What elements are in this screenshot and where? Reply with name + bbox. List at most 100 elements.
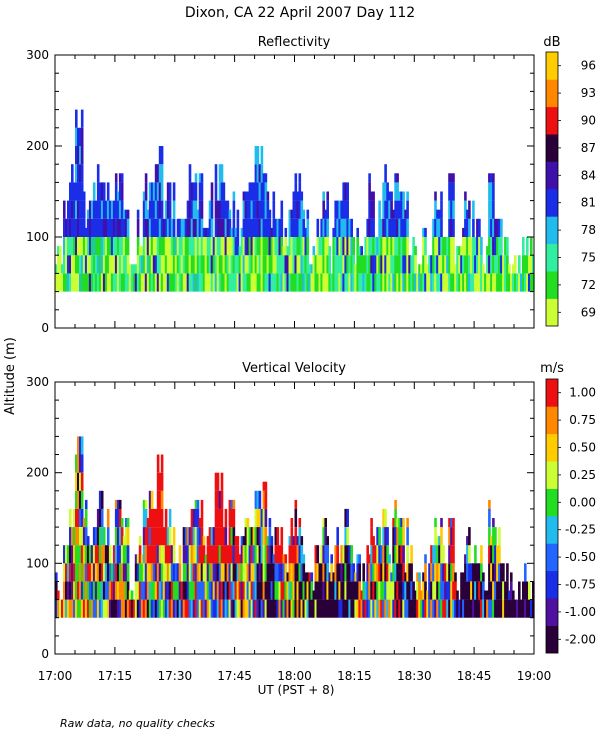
echo-cell	[328, 599, 331, 618]
echo-cell	[306, 209, 310, 219]
echo-cell	[286, 255, 290, 274]
echo-cell	[462, 599, 465, 618]
echo-cell	[142, 599, 146, 618]
echo-cell	[116, 499, 120, 509]
velocity-title: Vertical Velocity	[242, 361, 346, 376]
echo-cell	[106, 581, 110, 600]
echo-cell	[310, 572, 314, 582]
echo-cell	[210, 599, 214, 618]
echo-cell	[77, 527, 80, 546]
echo-cell	[202, 227, 206, 237]
echo-cell	[100, 255, 104, 274]
echo-cell	[248, 545, 252, 564]
echo-cell	[380, 237, 383, 256]
echo-cell	[406, 218, 409, 237]
echo-cell	[214, 200, 218, 219]
echo-cell	[488, 200, 491, 219]
colorbar-label: 96	[581, 59, 596, 73]
echo-cell	[244, 273, 248, 292]
echo-cell	[196, 273, 200, 292]
echo-cell	[434, 563, 437, 582]
echo-cell	[274, 237, 278, 256]
echo-cell	[460, 599, 463, 618]
echo-cell	[84, 581, 88, 600]
echo-cell	[246, 218, 250, 237]
echo-cell	[216, 527, 220, 546]
echo-cell	[144, 182, 148, 201]
echo-cell	[102, 255, 106, 274]
echo-cell	[118, 173, 122, 183]
echo-cell	[75, 109, 78, 128]
colorbar-label: -0.75	[565, 578, 596, 592]
echo-cell	[382, 255, 385, 274]
echo-cell	[158, 490, 162, 509]
echo-cell	[314, 581, 318, 600]
echo-cell	[500, 237, 503, 256]
echo-cell	[496, 563, 499, 582]
echo-cell	[98, 200, 102, 219]
echo-cell	[260, 545, 264, 564]
echo-cell	[318, 581, 322, 600]
echo-cell	[230, 237, 234, 256]
echo-cell	[420, 273, 423, 292]
colorbar-label: 0.50	[569, 441, 596, 455]
echo-cell	[368, 273, 371, 292]
echo-cell	[156, 508, 160, 527]
echo-cell	[348, 563, 351, 582]
echo-cell	[220, 164, 224, 183]
echo-cell	[426, 590, 429, 600]
echo-cell	[472, 581, 475, 600]
echo-cell	[386, 273, 389, 292]
echo-cell	[452, 599, 455, 618]
echo-cell	[96, 200, 100, 219]
echo-cell	[144, 499, 148, 509]
echo-cell	[168, 508, 172, 527]
echo-cell	[298, 563, 302, 582]
echo-cell	[80, 581, 84, 600]
echo-cell	[370, 200, 373, 219]
echo-cell	[57, 273, 60, 292]
echo-cell	[75, 146, 78, 165]
echo-cell	[144, 563, 148, 582]
echo-cell	[138, 246, 142, 256]
echo-cell	[84, 545, 88, 564]
echo-cell	[184, 581, 188, 600]
echo-cell	[100, 200, 104, 219]
echo-cell	[294, 218, 298, 237]
echo-cell	[524, 255, 527, 274]
echo-cell	[402, 545, 405, 564]
echo-cell	[192, 599, 196, 618]
echo-cell	[476, 255, 479, 274]
echo-cell	[454, 273, 457, 292]
echo-cell	[124, 273, 128, 292]
echo-cell	[238, 581, 242, 600]
echo-cell	[174, 581, 178, 600]
echo-cell	[366, 581, 369, 600]
echo-cell	[114, 182, 118, 201]
echo-cell	[488, 563, 491, 582]
echo-cell	[228, 599, 232, 618]
colorbar-segment	[546, 161, 558, 190]
echo-cell	[224, 545, 228, 564]
echo-cell	[340, 218, 343, 237]
colorbar-segment	[546, 625, 558, 654]
echo-cell	[106, 182, 110, 201]
echo-cell	[366, 563, 369, 582]
echo-cell	[364, 255, 367, 274]
echo-cell	[92, 182, 96, 201]
echo-cell	[514, 255, 517, 274]
echo-cell	[75, 127, 78, 146]
echo-cell	[102, 563, 106, 582]
echo-cell	[124, 599, 128, 618]
echo-cell	[164, 581, 168, 600]
echo-cell	[262, 581, 266, 600]
echo-cell	[79, 218, 82, 237]
echo-cell	[114, 255, 118, 274]
echo-cell	[212, 255, 216, 274]
echo-cell	[220, 182, 224, 201]
echo-cell	[516, 599, 519, 618]
echo-cell	[490, 182, 493, 201]
echo-cell	[236, 545, 240, 564]
echo-cell	[468, 527, 471, 546]
echo-cell	[252, 527, 256, 546]
